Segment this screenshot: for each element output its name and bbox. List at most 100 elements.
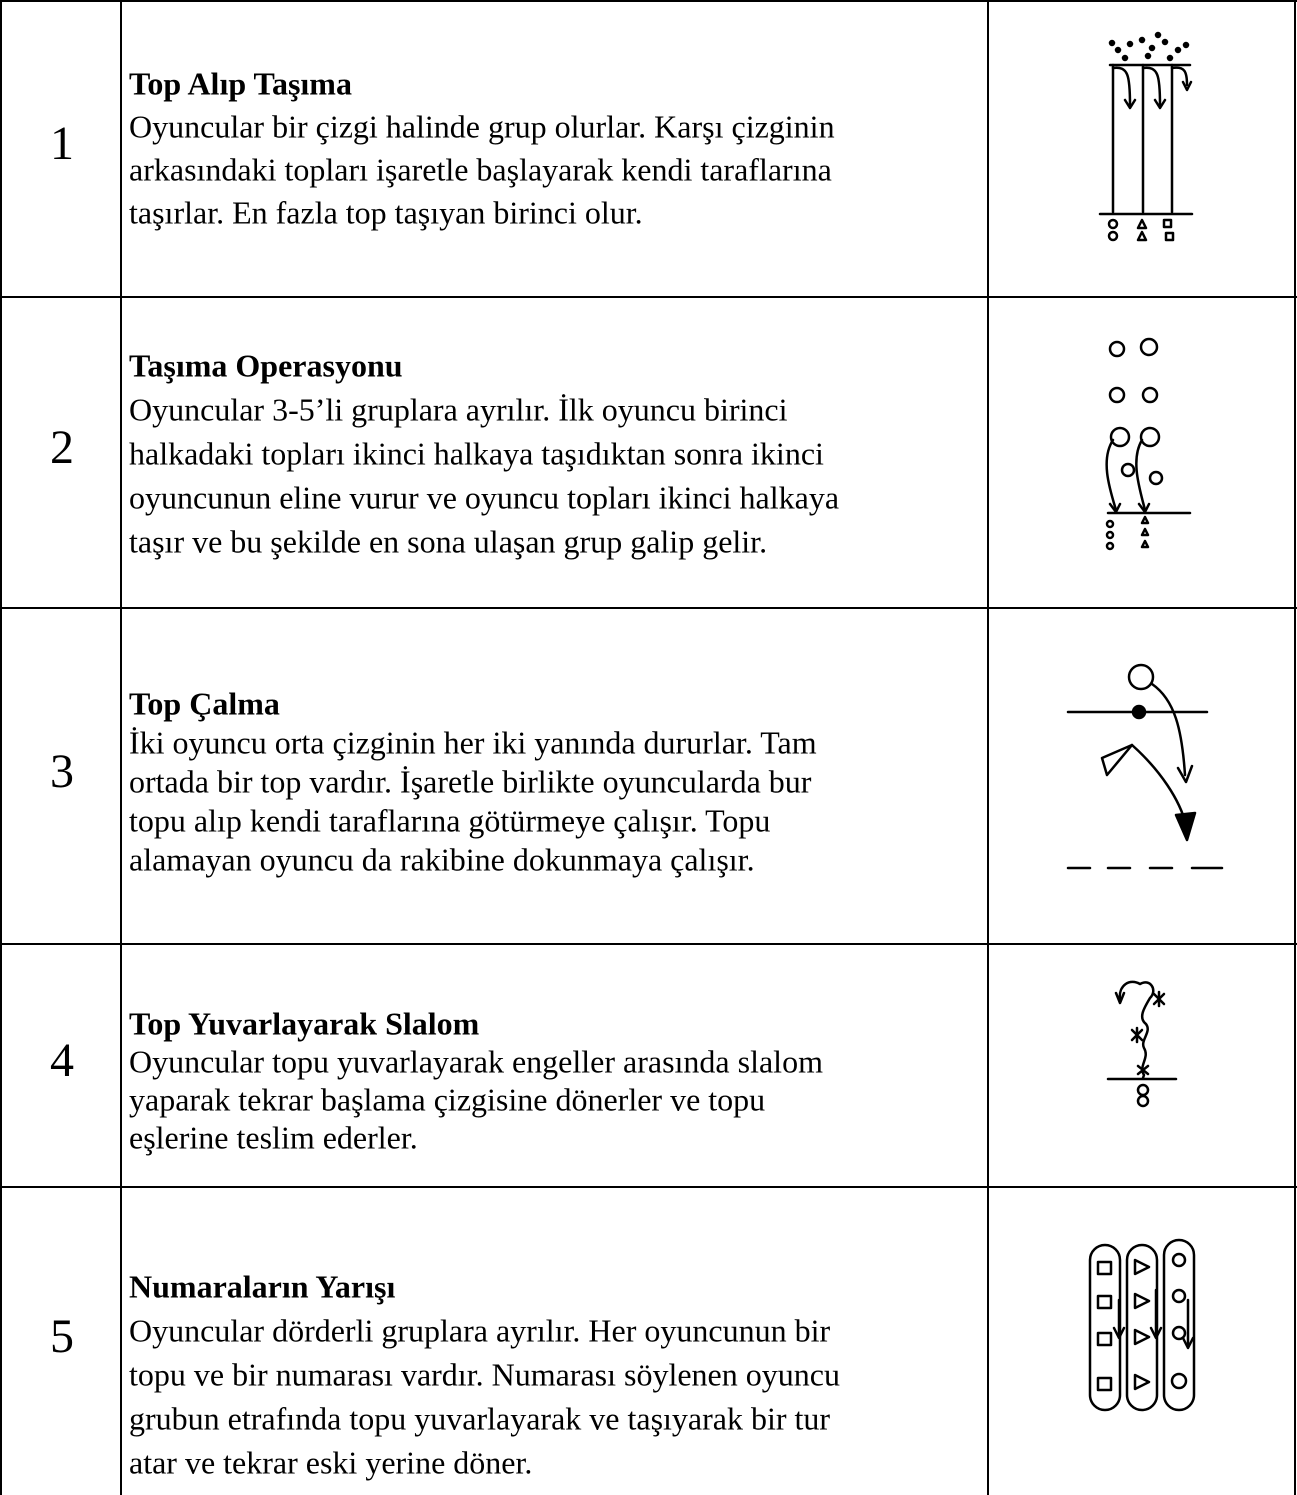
diagram-shape xyxy=(1181,80,1193,92)
diagram-shape xyxy=(1170,1372,1188,1390)
diagram-shape xyxy=(1109,426,1131,448)
row-description: topu ve bir numarası vardır. Numarası sö… xyxy=(129,1356,840,1392)
diagram-shape xyxy=(1141,386,1159,404)
diagram-shape xyxy=(1105,541,1115,551)
diagram-shape xyxy=(1120,462,1136,478)
diagram-shape xyxy=(1136,230,1148,242)
diagram-shape xyxy=(1181,1336,1195,1350)
row-description: topu alıp kendi taraflarına götürmeye ça… xyxy=(129,802,770,838)
diagram-shape xyxy=(1138,36,1146,44)
diagram-5 xyxy=(1088,1238,1196,1412)
diagram-shape xyxy=(1100,743,1134,777)
diagram-shape xyxy=(1123,98,1137,110)
diagram-shape xyxy=(1148,44,1156,52)
row-number: 5 xyxy=(50,1310,74,1363)
row-title: Numaraların Yarışı xyxy=(129,1268,395,1304)
diagram-shape xyxy=(1136,1064,1150,1076)
diagram-shape xyxy=(1174,811,1197,842)
row-description: eşlerine teslim ederler. xyxy=(129,1119,418,1155)
diagram-shape xyxy=(1139,426,1161,448)
diagram-shape xyxy=(1107,230,1119,242)
row-description: taşır ve bu şekilde en sona ulaşan grup … xyxy=(129,523,767,559)
row-description: halkadaki topları ikinci halkaya taşıdık… xyxy=(129,435,824,471)
diagram-shape xyxy=(1153,98,1167,110)
diagram-shape xyxy=(1136,218,1148,230)
row-number: 1 xyxy=(50,117,74,170)
diagram-shape xyxy=(1126,40,1134,48)
diagram-shape xyxy=(1139,337,1159,357)
diagram-shape xyxy=(1152,990,1166,1008)
diagram-shape xyxy=(1130,1026,1144,1044)
diagram-shape xyxy=(1154,31,1162,39)
diagram-shape xyxy=(1096,1294,1113,1310)
diagram-shape xyxy=(1140,539,1150,549)
diagram-shape xyxy=(1130,743,1188,827)
diagram-shape xyxy=(1114,46,1122,54)
diagram-4 xyxy=(1106,980,1178,1108)
diagram-shape xyxy=(1112,1326,1126,1340)
diagram-shape xyxy=(1111,66,1132,107)
diagram-shape xyxy=(1127,663,1155,691)
diagram-shape xyxy=(1105,530,1115,540)
diagram-shape xyxy=(1118,980,1155,1080)
row-description: ortada bir top vardır. İşaretle birlikte… xyxy=(129,763,812,799)
diagram-shape xyxy=(1176,764,1194,784)
diagram-shape xyxy=(1171,1252,1187,1268)
row-number: 4 xyxy=(50,1034,74,1087)
diagram-shape xyxy=(1096,1331,1113,1347)
diagram-shape xyxy=(1170,66,1189,87)
diagram-shape xyxy=(1133,1292,1151,1310)
diagram-shape xyxy=(1108,386,1126,404)
row-title: Top Çalma xyxy=(129,685,280,721)
diagram-shape xyxy=(1162,218,1173,229)
diagram-shape xyxy=(1162,1238,1196,1412)
diagram-shape xyxy=(1140,527,1150,537)
diagram-shape xyxy=(1161,38,1169,46)
diagram-shape xyxy=(1174,46,1182,54)
diagram-shape xyxy=(1131,704,1147,720)
row-description: İki oyuncu orta çizginin her iki yanında… xyxy=(129,724,817,760)
diagram-shape xyxy=(1136,1083,1150,1097)
diagram-shape xyxy=(1171,1325,1187,1341)
row-description: Oyuncular dörderli gruplara ayrılır. Her… xyxy=(129,1312,830,1348)
diagram-1 xyxy=(1098,31,1194,242)
diagram-shape xyxy=(1133,1373,1151,1391)
diagram-3 xyxy=(1066,663,1224,870)
row-description: alamayan oyuncu da rakibine dokunmaya ça… xyxy=(129,841,755,877)
diagram-shape xyxy=(1133,1258,1151,1276)
diagram-shape xyxy=(1166,54,1174,62)
row-description: Oyuncular 3-5’li gruplara ayrılır. İlk o… xyxy=(129,391,788,427)
row-number: 3 xyxy=(50,745,74,798)
row-number: 2 xyxy=(50,421,74,474)
row-title: Top Yuvarlayarak Slalom xyxy=(129,1005,480,1041)
diagram-shape xyxy=(1121,54,1129,62)
diagram-shape xyxy=(1096,1376,1113,1392)
diagram-shape xyxy=(1105,519,1115,529)
diagram-shape xyxy=(1140,515,1150,525)
row-description: atar ve tekrar eski yerine döner. xyxy=(129,1444,532,1480)
diagram-shape xyxy=(1141,66,1162,107)
diagram-shape xyxy=(1107,218,1119,230)
diagram-shape xyxy=(1135,438,1147,512)
diagram-shape xyxy=(1133,1328,1151,1346)
diagram-shape xyxy=(1136,1094,1150,1108)
diagram-shape xyxy=(1105,438,1118,512)
diagram-2 xyxy=(1105,337,1192,551)
row-description: taşırlar. En fazla top taşıyan birinci o… xyxy=(129,194,643,230)
row-title: Top Alıp Taşıma xyxy=(129,65,352,101)
row-description: oyuncunun eline vurur ve oyuncu topları … xyxy=(129,479,839,515)
diagram-shape xyxy=(1096,1260,1113,1276)
diagram-shape xyxy=(1108,340,1126,358)
diagram-shape xyxy=(1149,1326,1163,1340)
diagram-shape xyxy=(1108,39,1116,47)
diagram-shape xyxy=(1182,41,1190,49)
diagram-shape xyxy=(1114,991,1126,1005)
row-description: Oyuncular topu yuvarlayarak engeller ara… xyxy=(129,1043,823,1079)
diagram-shape xyxy=(1088,1243,1122,1412)
row-description: arkasındaki topları işaretle başlayarak … xyxy=(129,151,832,187)
diagram-shape xyxy=(1148,470,1164,486)
